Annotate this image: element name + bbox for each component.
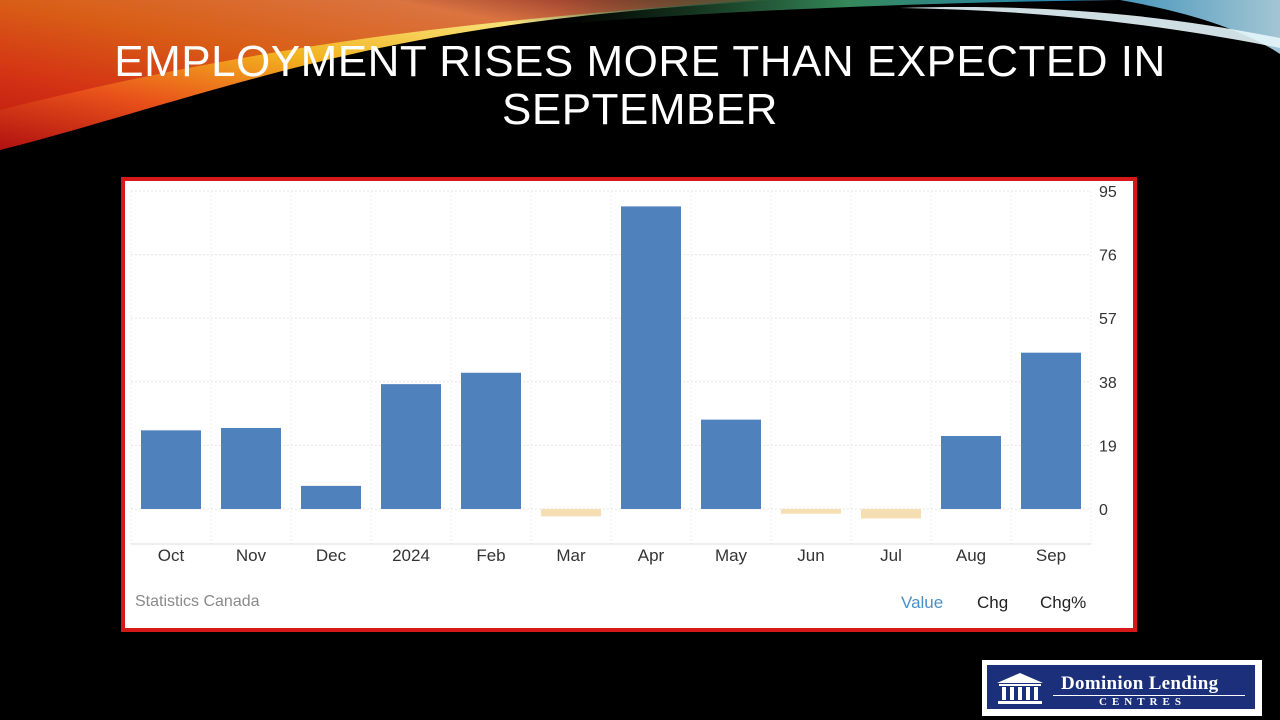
y-tick-label: 0 [1099,502,1108,519]
toggle-value[interactable]: Value [901,593,944,612]
bar[interactable] [861,509,921,519]
bar[interactable] [221,427,281,509]
bar[interactable] [461,372,521,509]
bar[interactable] [381,384,441,509]
bar[interactable] [141,430,201,509]
bar[interactable] [541,509,601,517]
bar[interactable] [781,509,841,514]
x-tick-label: Apr [638,546,665,565]
slide-title-line1: EMPLOYMENT RISES MORE THAN EXPECTED IN [114,37,1166,86]
company-logo: Dominion Lending CENTRES [982,660,1262,716]
bar[interactable] [941,436,1001,509]
x-tick-label: Feb [476,546,505,565]
chart-panel: 0 19 38 57 76 95 Oct Nov Dec 2024 Feb Mar Apr May Jun J… [121,177,1137,632]
slide-title-line2: SEPTEMBER [502,85,778,134]
bar-chart: 0 19 38 57 76 95 Oct Nov Dec 2024 Feb Mar Apr May Jun J… [130,184,1117,565]
x-tick-label: Jun [797,546,824,565]
x-tick-label: Nov [236,546,267,565]
x-tick-label: Aug [956,546,986,565]
slide-title: EMPLOYMENT RISES MORE THAN EXPECTED IN S… [0,38,1280,134]
toggle-chg-percent[interactable]: Chg% [1040,593,1087,612]
y-tick-label: 38 [1099,375,1117,392]
logo-text-main: Dominion Lending [1061,673,1219,694]
building-icon [997,673,1043,704]
x-tick-label: Mar [556,546,586,565]
y-tick-label: 95 [1099,184,1117,201]
x-tick-label: 2024 [392,546,430,565]
x-tick-label: Jul [880,546,902,565]
y-tick-label: 57 [1099,311,1117,328]
bar[interactable] [1021,352,1081,509]
bar[interactable] [301,485,361,509]
source-label: Statistics Canada [135,593,260,610]
bar[interactable] [621,206,681,509]
bar[interactable] [701,419,761,509]
x-tick-label: Sep [1036,546,1066,565]
decorative-swoosh [0,0,1280,150]
x-tick-label: Oct [158,546,185,565]
logo-text-sub: CENTRES [1099,696,1186,708]
y-tick-label: 19 [1099,438,1117,455]
y-tick-label: 76 [1099,248,1117,265]
x-tick-label: May [715,546,748,565]
x-tick-label: Dec [316,546,347,565]
toggle-chg[interactable]: Chg [977,593,1009,612]
logo-panel: Dominion Lending CENTRES [986,664,1256,710]
logo-divider [1053,695,1245,696]
